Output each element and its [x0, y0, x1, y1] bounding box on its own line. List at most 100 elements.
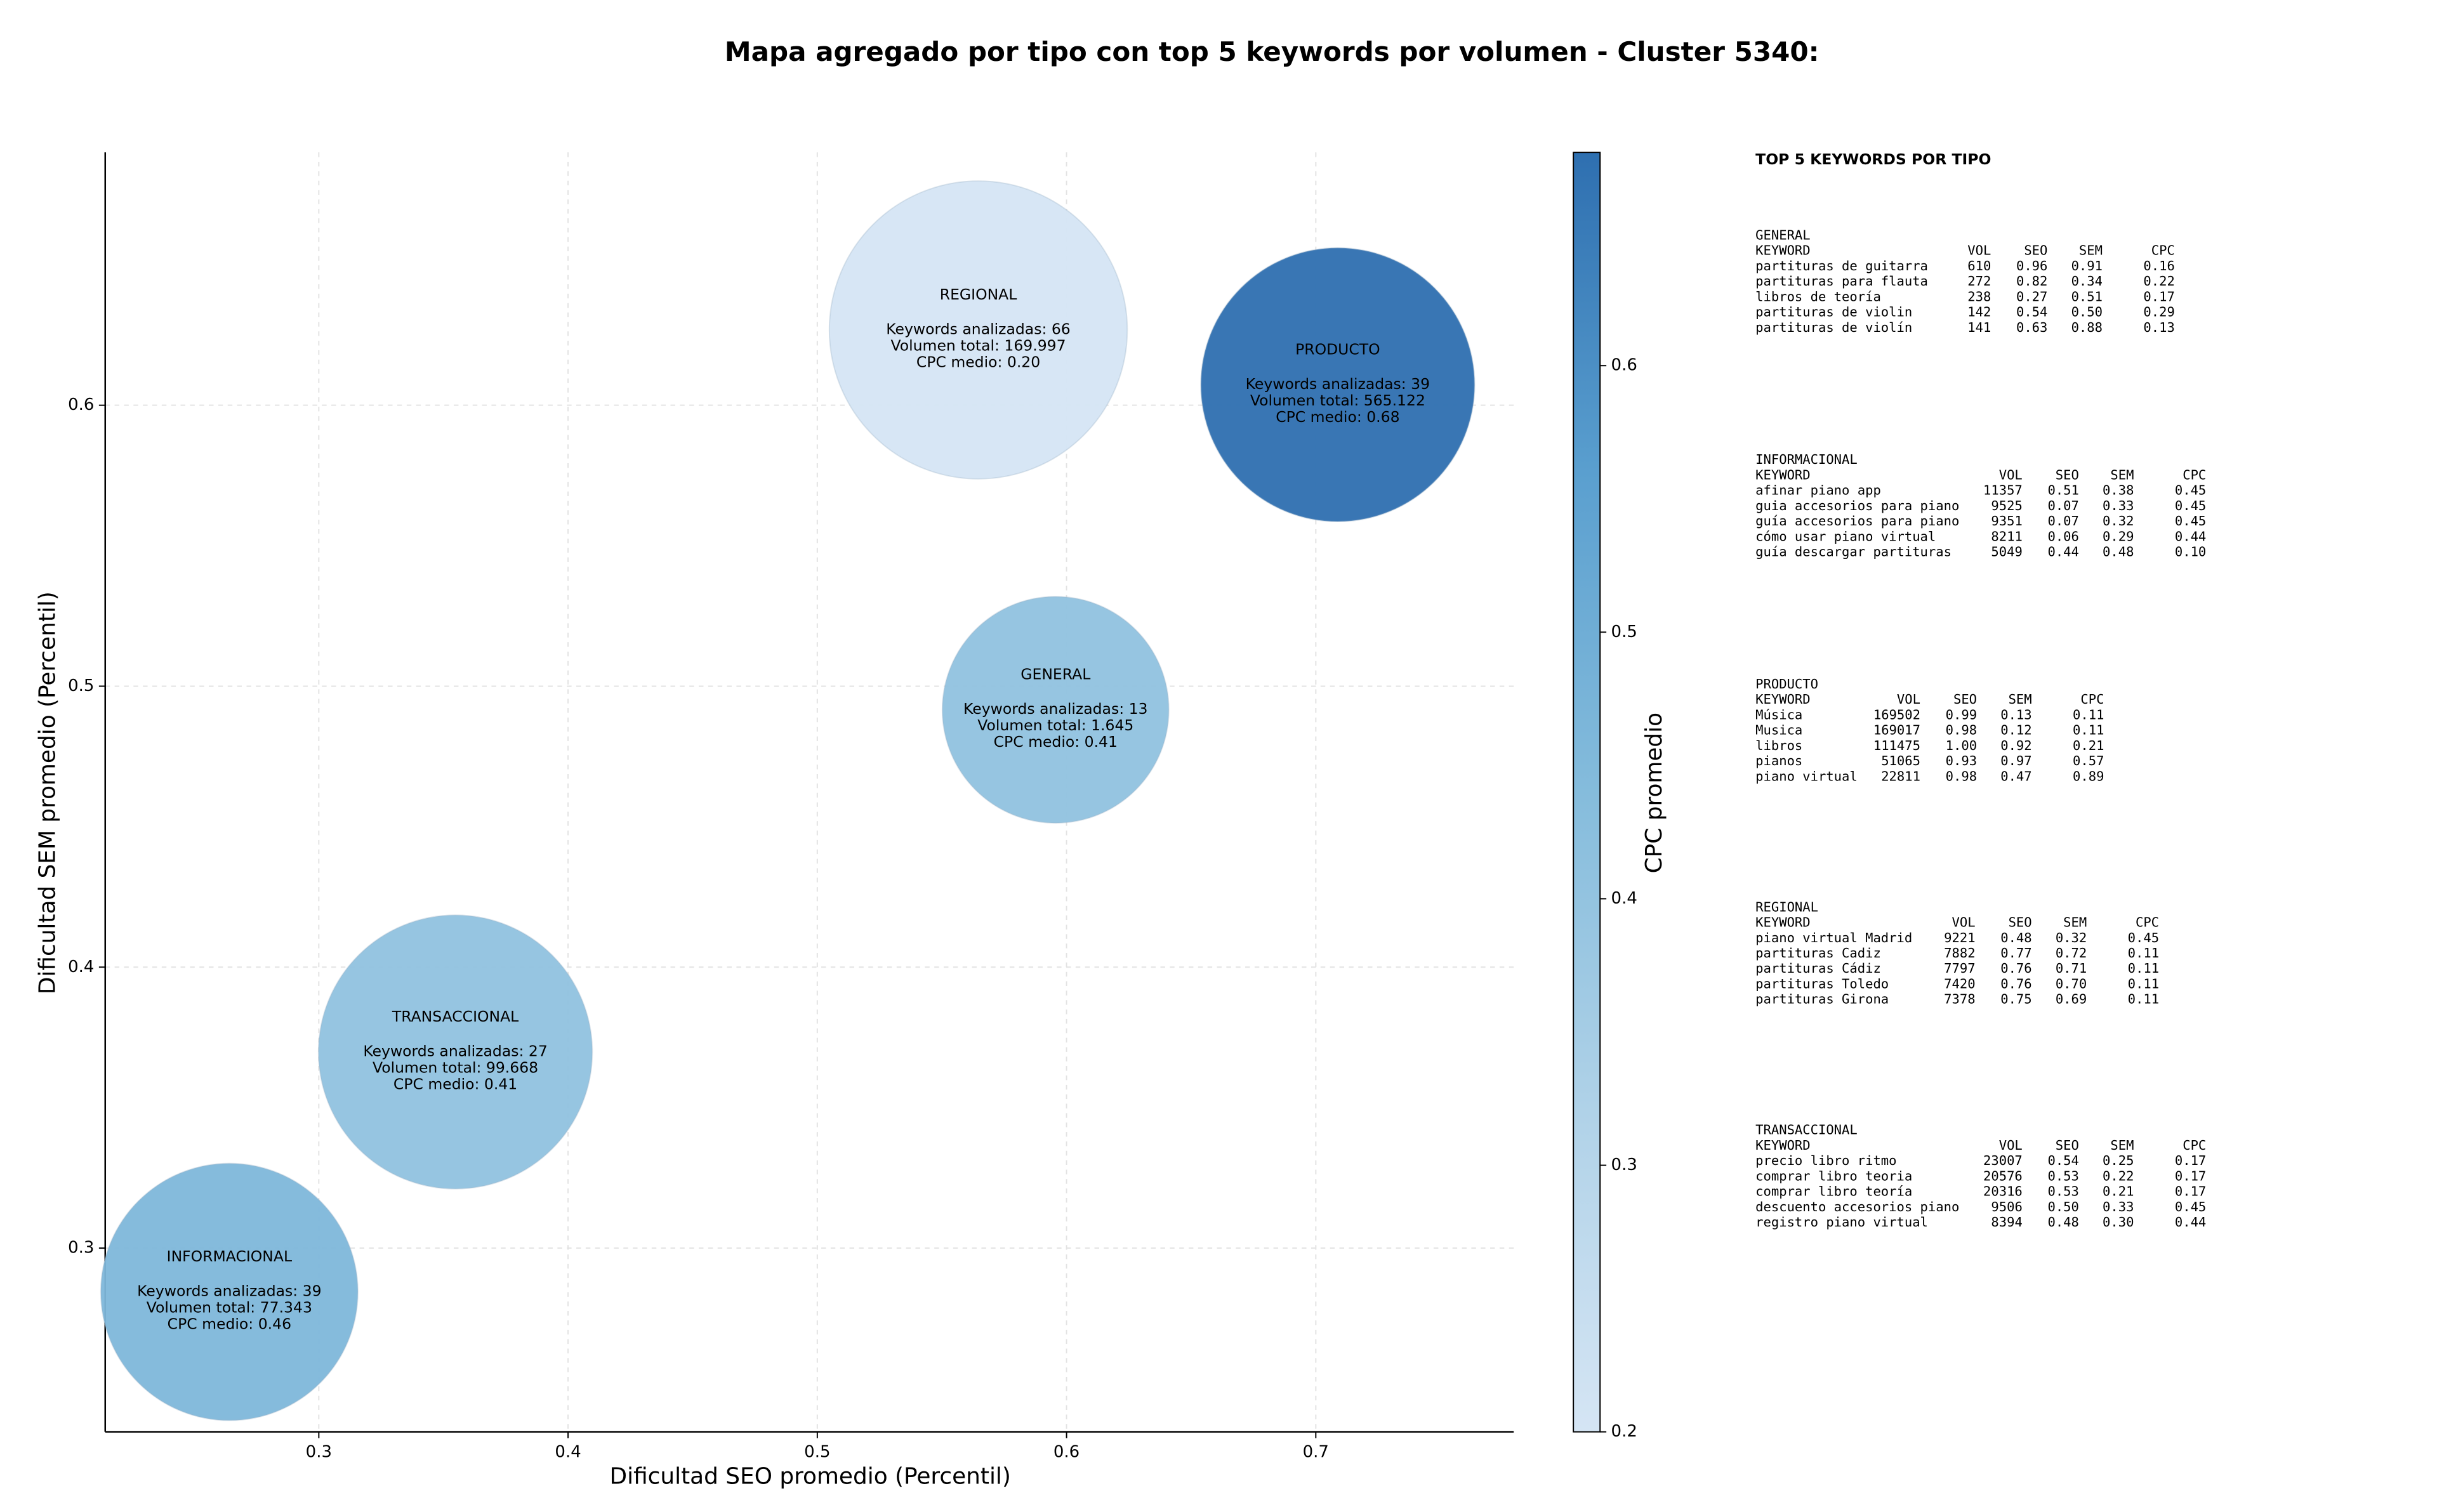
- table-cell: 0.51: [2047, 483, 2078, 498]
- table-cell: 0.07: [2047, 498, 2078, 513]
- bubble-annotation: TRANSACCIONAL: [392, 1008, 518, 1025]
- table-cell: partituras Toledo: [1755, 976, 1889, 992]
- table-cell: descuento accesorios piano: [1755, 1199, 1959, 1214]
- table-cell: 0.57: [2073, 753, 2104, 768]
- table-cell: 0.17: [2175, 1153, 2206, 1168]
- table-cell: 0.45: [2175, 1199, 2206, 1214]
- table-cell: 9506: [1991, 1199, 2022, 1214]
- table-cell: 0.11: [2128, 976, 2159, 992]
- table-cell: 0.98: [1946, 768, 1977, 784]
- table-cell: pianos: [1755, 753, 1802, 768]
- table-cell: 0.48: [2047, 1214, 2078, 1230]
- table-cell: 0.48: [2000, 930, 2031, 945]
- table-cell: 0.97: [2000, 753, 2031, 768]
- table-header: KEYWORD: [1755, 467, 1810, 482]
- colorbar: [1573, 152, 1601, 1433]
- table-cell: Música: [1755, 707, 1802, 722]
- bubble: [828, 180, 1128, 480]
- table-cell: 51065: [1881, 753, 1920, 768]
- table-cell: 0.07: [2047, 513, 2078, 529]
- table-header: SEM: [2110, 467, 2134, 482]
- table-cell: 0.33: [2103, 1199, 2134, 1214]
- bubble-annotation: CPC medio: 0.41: [994, 733, 1118, 751]
- table-cell: 0.44: [2175, 1214, 2206, 1230]
- bubble-annotation: Keywords analizadas: 27: [363, 1042, 547, 1060]
- bubble-annotation: CPC medio: 0.68: [1276, 408, 1399, 426]
- table-cell: 0.96: [2016, 258, 2047, 273]
- table-cell: 0.50: [2047, 1199, 2078, 1214]
- bubble-annotation: Keywords analizadas: 13: [963, 700, 1147, 718]
- table-cell: 0.17: [2175, 1168, 2206, 1183]
- table-cell: 0.16: [2143, 258, 2174, 273]
- table-cell: 0.17: [2143, 289, 2174, 304]
- bubble-annotation: CPC medio: 0.20: [916, 353, 1040, 371]
- table-cell: 0.06: [2047, 529, 2078, 544]
- chart-title: Mapa agregado por tipo con top 5 keyword…: [725, 36, 1819, 67]
- table-cell: partituras Girona: [1755, 992, 1889, 1007]
- table-header: VOL: [1999, 1138, 2023, 1153]
- table-cell: 0.76: [2000, 961, 2031, 976]
- table-header: VOL: [1952, 915, 1976, 930]
- table-header: KEYWORD: [1755, 1138, 1810, 1153]
- table-cell: 0.21: [2103, 1184, 2134, 1199]
- table-cell: 0.22: [2143, 273, 2174, 289]
- x-tick-label: 0.5: [804, 1442, 830, 1461]
- bubble-annotation: Keywords analizadas: 39: [1246, 375, 1430, 393]
- table-cell: partituras de violín: [1755, 320, 1912, 335]
- table-cell: cómo usar piano virtual: [1755, 529, 1936, 544]
- table-header: SEO: [2056, 467, 2079, 482]
- table-cell: 142: [1967, 305, 1991, 320]
- bubble-annotation: REGIONAL: [940, 286, 1017, 303]
- table-cell: 0.13: [2143, 320, 2174, 335]
- table-cell: 0.44: [2047, 544, 2078, 560]
- table-cell: libros de teoría: [1755, 289, 1881, 304]
- table-cell: 0.92: [2000, 738, 2031, 753]
- bubble: [1200, 247, 1476, 523]
- table-header: VOL: [1897, 692, 1920, 707]
- table-cell: 610: [1967, 258, 1991, 273]
- table-cell: 169502: [1873, 707, 1920, 722]
- table-cell: guía accesorios para piano: [1755, 513, 1959, 529]
- table-cell: 0.13: [2000, 707, 2031, 722]
- table-cell: 0.53: [2047, 1168, 2078, 1183]
- table-cell: 0.11: [2073, 707, 2104, 722]
- table-header: KEYWORD: [1755, 243, 1810, 258]
- table-cell: 272: [1967, 273, 1991, 289]
- x-tick-label: 0.6: [1053, 1442, 1080, 1461]
- table-cell: 0.34: [2071, 273, 2103, 289]
- table-name: INFORMACIONAL: [1755, 452, 1858, 467]
- table-cell: 0.54: [2047, 1153, 2078, 1168]
- table-header: SEM: [2009, 692, 2032, 707]
- x-tick-label: 0.7: [1303, 1442, 1329, 1461]
- table-cell: 7797: [1944, 961, 1975, 976]
- table-cell: 0.11: [2128, 945, 2159, 961]
- table-cell: 5049: [1991, 544, 2022, 560]
- x-tick-label: 0.4: [555, 1442, 581, 1461]
- table-header: SEO: [2056, 1138, 2079, 1153]
- table-cell: 7420: [1944, 976, 1975, 992]
- table-header: SEO: [2024, 243, 2047, 258]
- table-header: CPC: [2080, 692, 2104, 707]
- table-header: SEO: [2009, 915, 2032, 930]
- bubble-annotation: Volumen total: 169.997: [891, 336, 1066, 354]
- table-cell: 0.32: [2103, 513, 2134, 529]
- table-cell: comprar libro teoría: [1755, 1184, 1912, 1199]
- table-cell: 0.33: [2103, 498, 2134, 513]
- table-cell: 0.48: [2103, 544, 2134, 560]
- table-cell: 0.82: [2016, 273, 2047, 289]
- table-cell: 7378: [1944, 992, 1975, 1007]
- bubble-annotation: Volumen total: 1.645: [977, 716, 1133, 734]
- table-cell: 0.29: [2103, 529, 2134, 544]
- table-cell: 0.99: [1946, 707, 1977, 722]
- table-cell: 0.89: [2073, 768, 2104, 784]
- table-cell: 23007: [1983, 1153, 2023, 1168]
- colorbar-tick-label: 0.5: [1611, 622, 1637, 641]
- table-cell: 0.10: [2175, 544, 2206, 560]
- table-name: PRODUCTO: [1755, 676, 1818, 692]
- bubble-annotation: INFORMACIONAL: [167, 1247, 292, 1265]
- table-cell: 8211: [1991, 529, 2022, 544]
- table-cell: 0.11: [2128, 992, 2159, 1007]
- table-cell: 0.22: [2103, 1168, 2134, 1183]
- y-axis-label: Dificultad SEM promedio (Percentil): [35, 591, 61, 994]
